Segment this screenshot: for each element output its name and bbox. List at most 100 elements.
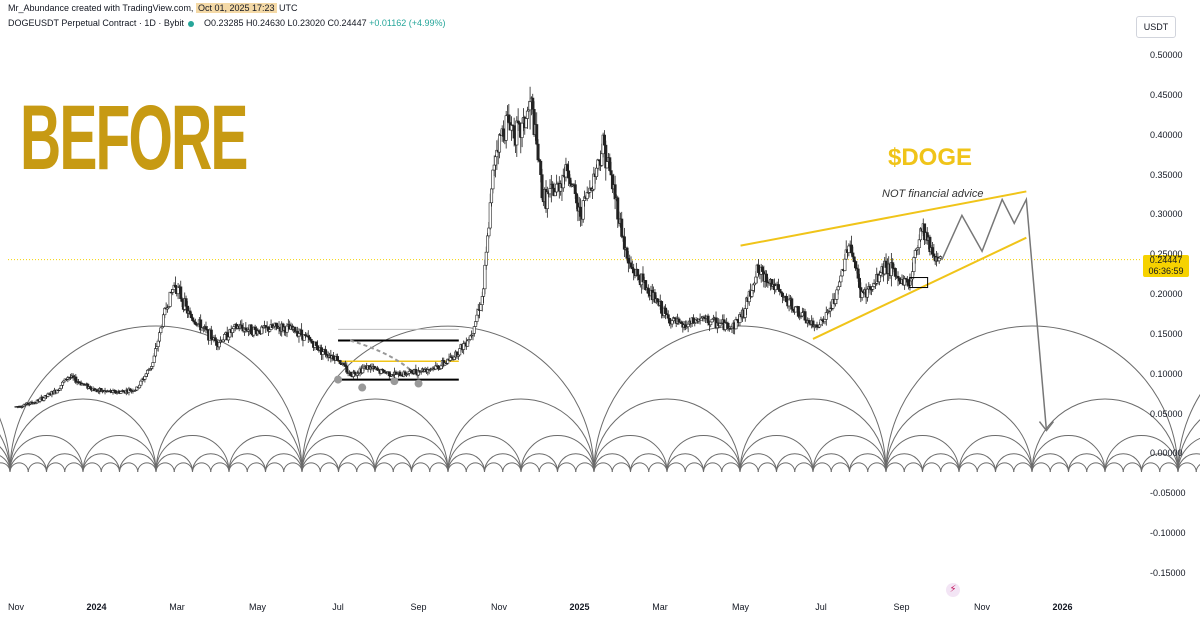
candle-body — [555, 183, 559, 193]
candle-body — [548, 188, 552, 195]
candle-body — [504, 115, 508, 141]
price-change: +0.01162 (+4.99%) — [369, 18, 446, 28]
cycle-arc — [958, 435, 1033, 473]
time-tick-label: Mar — [652, 602, 668, 612]
candle-body — [686, 323, 690, 327]
candle-body — [823, 319, 827, 323]
candle-body — [483, 264, 487, 290]
cycle-arc — [0, 455, 11, 473]
cycle-arc — [739, 435, 814, 473]
cycle-arc — [703, 462, 723, 473]
cycle-arc — [265, 462, 285, 473]
cycle-arc — [301, 462, 321, 473]
cycle-arc — [812, 453, 850, 473]
credit-date: Oct 01, 2025 17:23 — [195, 3, 277, 13]
cycle-arc — [611, 462, 631, 473]
candle-body — [479, 304, 483, 311]
cycle-arc — [1104, 453, 1142, 473]
time-tick-label: Nov — [491, 602, 508, 612]
candle-body — [308, 336, 312, 340]
candle-body — [159, 327, 163, 334]
candle-body — [492, 164, 496, 171]
candle-body — [706, 315, 710, 324]
price-tick-label: 0.30000 — [1150, 209, 1183, 220]
candle-body — [253, 326, 257, 330]
candle-body — [847, 245, 851, 253]
cycle-arc — [867, 462, 887, 473]
cycle-arc — [1177, 438, 1200, 473]
cycle-arc — [283, 462, 303, 473]
candle-body — [462, 343, 466, 350]
cycle-arc — [776, 462, 796, 473]
candle-body — [249, 324, 253, 334]
lightning-icon[interactable]: ⚡ — [946, 583, 960, 597]
candle-body — [540, 174, 544, 199]
candle-body — [743, 308, 747, 318]
candle-body — [602, 134, 606, 146]
candle-body — [484, 251, 488, 266]
current-price: 0.24447 — [1149, 255, 1183, 265]
cycle-arc — [301, 435, 376, 473]
cycle-arc — [1195, 464, 1200, 473]
cycle-arc — [338, 462, 358, 473]
candle-body — [877, 274, 881, 283]
candle-body — [776, 284, 780, 290]
candle-body — [666, 314, 670, 319]
price-tick-label: 0.50000 — [1150, 49, 1183, 60]
candle-body — [539, 160, 543, 175]
cycle-arc — [666, 462, 686, 473]
time-tick-label: Mar — [169, 602, 185, 612]
cycle-arc — [301, 453, 339, 473]
candle-body — [620, 218, 624, 237]
candle-body — [852, 256, 856, 262]
candle-body — [475, 314, 479, 322]
candle-body — [575, 193, 579, 204]
candle-body — [482, 288, 486, 297]
cycle-arc — [739, 462, 759, 473]
candle-body — [189, 313, 193, 319]
candle-body — [565, 164, 569, 172]
cycle-arc — [776, 453, 814, 473]
cycle-arc — [1031, 398, 1179, 473]
symbol-legend[interactable]: DOGEUSDT Perpetual Contract · 1D · Bybit… — [8, 18, 445, 28]
candle-body — [314, 341, 318, 346]
cycle-arc — [1177, 394, 1200, 473]
candle-body — [213, 337, 217, 341]
candle-body — [410, 369, 414, 374]
candle-body — [629, 262, 633, 268]
symbol-name[interactable]: DOGEUSDT Perpetual Contract · 1D · Bybit — [8, 18, 184, 28]
candle-body — [227, 336, 231, 341]
candle-body — [626, 258, 630, 264]
candle-body — [474, 321, 478, 327]
cycle-arc — [1068, 462, 1088, 473]
candle-body — [332, 355, 336, 360]
candle-body — [512, 125, 516, 139]
candle-body — [573, 184, 577, 194]
candle-body — [807, 320, 811, 324]
before-label: BEFORE — [20, 87, 248, 189]
cycle-arc — [794, 462, 814, 473]
cycle-arc — [593, 325, 887, 473]
cycle-arc — [429, 462, 449, 473]
time-tick-label: 2025 — [569, 602, 590, 612]
cycle-arc — [703, 453, 741, 473]
currency-button[interactable]: USDT — [1136, 16, 1176, 38]
cycle-arc — [82, 462, 102, 473]
candle-body — [535, 124, 539, 145]
candle-body — [699, 317, 703, 321]
credit-prefix: Mr_Abundance created with TradingView.co… — [8, 3, 194, 13]
candle-body — [551, 183, 555, 189]
candle-body — [515, 120, 519, 146]
cycle-arc — [885, 453, 923, 473]
cycle-arc — [192, 453, 230, 473]
candle-body — [664, 307, 668, 314]
price-tick-label: 0.10000 — [1150, 368, 1183, 379]
cycle-arc — [739, 453, 777, 473]
cycle-arc — [119, 462, 139, 473]
candle-body — [61, 381, 65, 386]
candle-body — [931, 247, 935, 255]
candle-body — [838, 281, 842, 288]
candle-body — [839, 275, 843, 283]
cycle-arc — [557, 453, 595, 473]
